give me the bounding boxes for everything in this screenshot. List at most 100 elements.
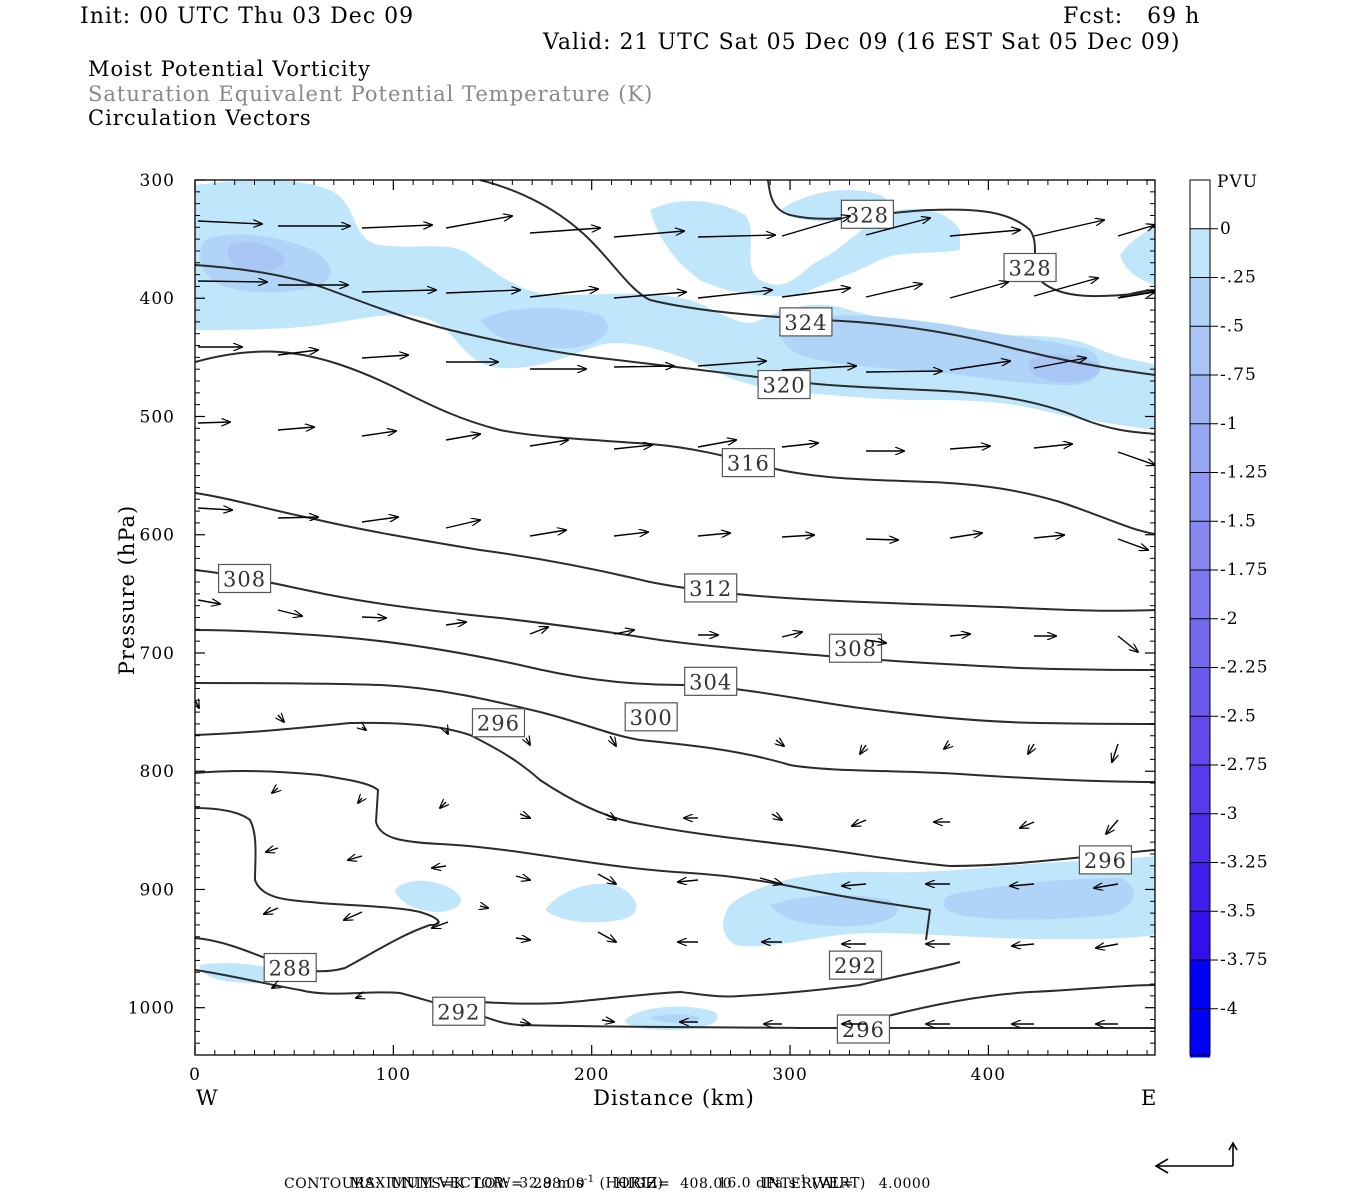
- vert-tag: (VERT): [811, 1175, 866, 1192]
- x-tick-label: 200: [574, 1065, 609, 1085]
- y-tick-label: 600: [140, 526, 175, 546]
- svg-text:288: 288: [269, 957, 312, 981]
- svg-text:324: 324: [784, 311, 827, 335]
- valid-time-label: Valid: 21 UTC Sat 05 Dec 09 (16 EST Sat …: [543, 30, 1181, 55]
- axis-minor-ticks: [195, 180, 1155, 1056]
- pv-region-lower-center: [545, 883, 637, 923]
- forecast-hour-label: Fcst: 69 h: [1063, 4, 1201, 29]
- svg-text:292: 292: [834, 954, 877, 978]
- horiz-tag: (HORIZ): [599, 1175, 664, 1192]
- x-axis-label: Distance (km): [593, 1086, 755, 1110]
- colorbar-label: -4: [1220, 999, 1239, 1019]
- colorbar-label: -3.25: [1220, 853, 1269, 873]
- contour-label-292: 292: [828, 950, 883, 980]
- y-axis-label: Pressure (hPa): [115, 505, 139, 675]
- pv-colorbar: 0 -.25 -.5 -.75 -1 -1.25 -1.5 -1.75 -2 -2.25 -2.5 -…: [1189, 179, 1269, 1058]
- svg-text:320: 320: [763, 374, 806, 398]
- contour-label-300: 300: [624, 702, 678, 732]
- colorbar-label: -3: [1220, 804, 1239, 824]
- svg-text:296: 296: [1084, 849, 1127, 873]
- pv-shading: [195, 180, 1155, 1030]
- colorbar-label: 0: [1220, 219, 1232, 239]
- colorbar-swatch: [1190, 228, 1210, 278]
- contour-296-surface: [879, 984, 1155, 1019]
- colorbar-swatch: [1190, 423, 1210, 473]
- colorbar-swatch: [1190, 716, 1210, 765]
- pv-region-lower-right-core: [770, 895, 898, 927]
- y-tick-label: 400: [140, 289, 175, 309]
- colorbar-swatch: [1190, 911, 1210, 960]
- contour-328-a: [767, 180, 1155, 298]
- colorbar-label: -1.5: [1220, 511, 1257, 531]
- contour-label-296: 296: [1078, 845, 1133, 875]
- svg-text:308: 308: [834, 637, 877, 661]
- field-title-theta-es: Saturation Equivalent Potential Temperat…: [88, 82, 654, 106]
- y-tick-label: 500: [140, 407, 175, 427]
- y-tick-label: 300: [140, 171, 175, 191]
- svg-text:296: 296: [477, 712, 520, 736]
- pv-region-left-inner: [228, 242, 285, 272]
- vert-value: 16.0 dPa s: [717, 1175, 797, 1192]
- contours-line: CONTOURS: UNITS=K LOW= 288.00 HIGH= 408.…: [284, 1176, 931, 1192]
- colorbar-label: -.25: [1220, 268, 1257, 288]
- svg-text:328: 328: [1008, 257, 1051, 281]
- colorbar-frame: [1189, 179, 1211, 1056]
- colorbar-label: -.5: [1220, 316, 1245, 336]
- contour-320: [195, 264, 1155, 435]
- x-tick-labels: 0 100 200 300 400: [189, 1065, 1006, 1085]
- contour-308: [195, 569, 1155, 671]
- colorbar-swatch: [1190, 960, 1210, 1009]
- axis-major-ticks: [194, 179, 1155, 1055]
- horiz-value: 32.9 m s: [519, 1175, 584, 1192]
- contour-label-324: 324: [779, 307, 833, 337]
- colorbar-label: -2.25: [1220, 658, 1269, 678]
- circulation-vectors: [195, 216, 1155, 1024]
- y-tick-label: 700: [140, 644, 175, 664]
- x-tick-label: 0: [189, 1065, 201, 1085]
- colorbar-title: PVU: [1217, 172, 1258, 192]
- init-time-label: Init: 00 UTC Thu 03 Dec 09: [80, 4, 415, 29]
- colorbar-swatch: [1190, 180, 1210, 229]
- x-tick-label: 400: [971, 1065, 1006, 1085]
- max-vector-line: MAXIMUM VECTOR: 32.9 m s-1 (HORIZ) 16.0 …: [340, 1158, 866, 1192]
- max-vector-label: MAXIMUM VECTOR:: [349, 1175, 510, 1192]
- contour-label-304: 304: [684, 666, 738, 696]
- y-tick-label: 1000: [128, 999, 175, 1019]
- colorbar-swatch: [1190, 326, 1210, 375]
- pv-region-lower-right-core2: [943, 878, 1134, 920]
- svg-text:296: 296: [842, 1018, 885, 1042]
- contour-label-296: 296: [836, 1014, 891, 1044]
- svg-text:292: 292: [437, 1000, 480, 1024]
- contour-label-312: 312: [684, 573, 738, 603]
- colorbar-label: -3.5: [1220, 901, 1257, 921]
- pv-region-mid-core: [480, 308, 609, 349]
- contour-label-308: 308: [828, 633, 883, 663]
- contour-label-308: 308: [217, 563, 272, 594]
- colorbar-label: -1.25: [1220, 463, 1269, 483]
- contour-312: [195, 492, 1155, 612]
- contour-label-292: 292: [432, 996, 486, 1026]
- colorbar-swatch: [1190, 570, 1210, 619]
- contour-300: [195, 682, 1155, 783]
- svg-text:316: 316: [727, 452, 770, 476]
- pv-region-upper-right: [1120, 228, 1155, 285]
- contour-label-288: 288: [263, 952, 317, 983]
- colorbar-swatch: [1190, 862, 1210, 912]
- west-label: W: [196, 1086, 219, 1110]
- contour-292-lower: [439, 961, 961, 1005]
- y-tick-label: 800: [140, 762, 175, 782]
- y-tick-labels: 300 400 500 600 700 800 900 1000: [128, 171, 175, 1019]
- colorbar-swatch: [1190, 375, 1210, 424]
- colorbar-label: -.75: [1220, 365, 1257, 385]
- contour-296-lower: [195, 769, 932, 941]
- horiz-exponent: -1: [583, 1174, 595, 1185]
- colorbar-swatch: [1190, 472, 1210, 522]
- x-tick-label: 300: [772, 1065, 807, 1085]
- colorbar-label: -2: [1220, 609, 1239, 629]
- colorbar-label: -2.75: [1220, 755, 1269, 775]
- y-tick-label: 900: [140, 880, 175, 900]
- reference-vector-icon: [1154, 1141, 1238, 1174]
- colorbar-swatch: [1190, 521, 1210, 570]
- field-title-mpv: Moist Potential Vorticity: [88, 57, 371, 81]
- colorbar-swatch: [1190, 667, 1210, 717]
